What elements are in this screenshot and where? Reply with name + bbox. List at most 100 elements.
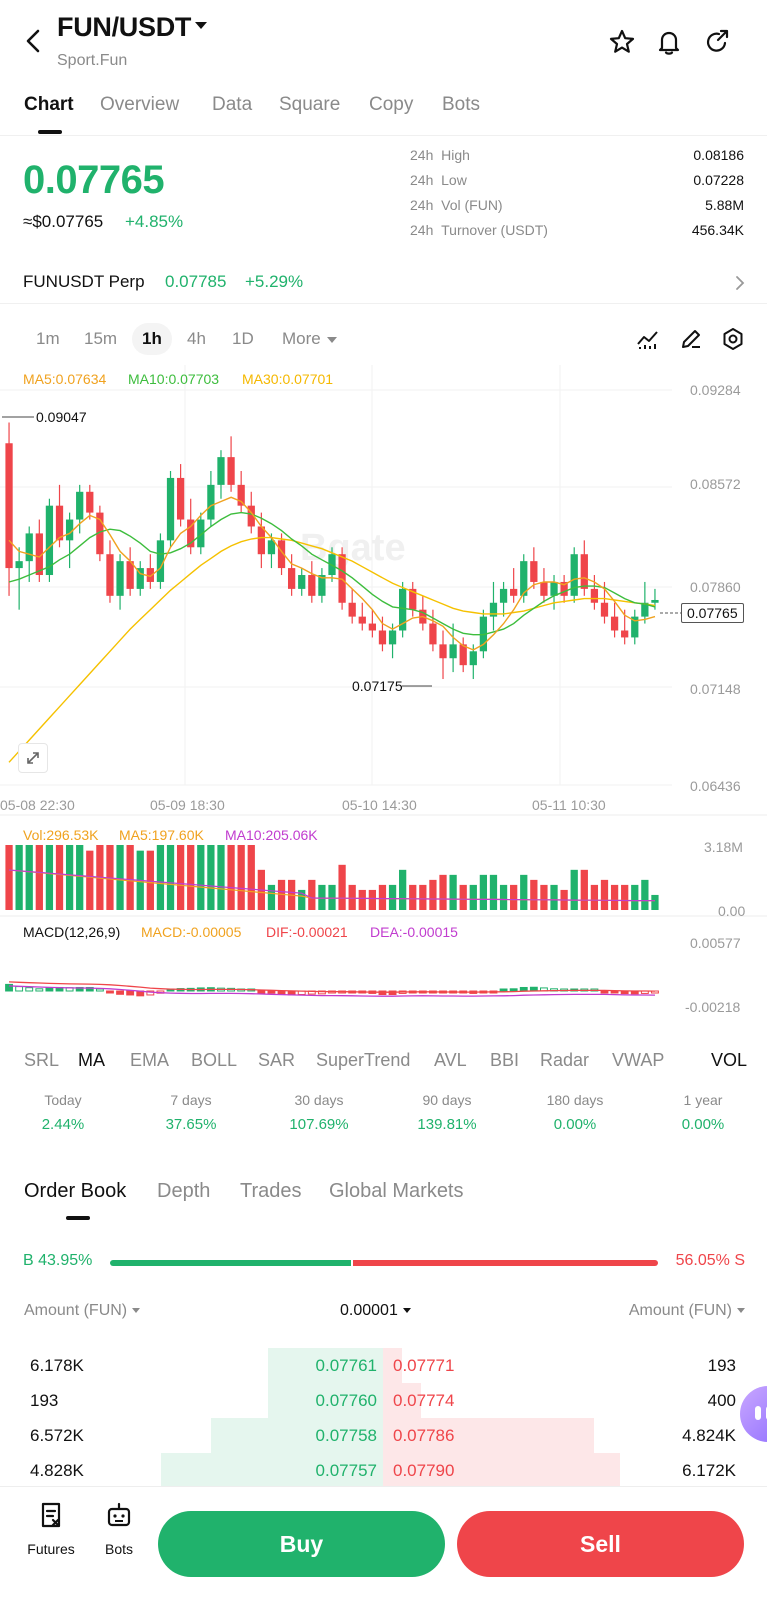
candle-body	[429, 623, 437, 645]
interval-more-label: More	[282, 329, 321, 348]
pair-subtitle: Sport.Fun	[57, 52, 128, 69]
ratio-bar	[110, 1260, 658, 1266]
indicator-srl[interactable]: SRL	[24, 1050, 60, 1070]
tab-data[interactable]: Data	[212, 94, 253, 115]
macd-bar	[277, 990, 286, 995]
volume-bar	[247, 845, 255, 910]
price-axis-label: 0.06436	[690, 778, 741, 794]
expand-chart-button[interactable]	[18, 743, 48, 773]
macd-bar	[95, 988, 104, 992]
tab-depth[interactable]: Depth	[157, 1180, 211, 1202]
pair-title[interactable]: FUN/USDT	[57, 12, 192, 42]
stat-volume: 24h Vol (FUN) 5.88M	[410, 197, 744, 213]
order-book-row[interactable]: 6.178K 0.07761 0.07771 193	[0, 1348, 767, 1384]
ask-amount-header[interactable]: Amount (FUN)	[629, 1302, 745, 1320]
futures-nav[interactable]: Futures	[21, 1501, 81, 1557]
indicator-supertrend[interactable]: SuperTrend	[316, 1050, 411, 1070]
interval-1d[interactable]: 1D	[232, 329, 254, 348]
indicator-ma[interactable]: MA	[78, 1050, 105, 1070]
candle-body	[378, 630, 387, 645]
volume-bar	[86, 850, 94, 910]
star-icon[interactable]	[608, 28, 636, 56]
candle-body	[600, 602, 609, 617]
volume-bar	[530, 879, 538, 910]
interval-1h[interactable]: 1h	[132, 323, 172, 355]
candle-body	[55, 505, 64, 541]
volume-bar	[227, 845, 235, 910]
indicator-boll[interactable]: BOLL	[191, 1050, 238, 1070]
tab-trades[interactable]: Trades	[240, 1180, 302, 1202]
bots-nav[interactable]: Bots	[89, 1501, 149, 1557]
tab-global-markets[interactable]: Global Markets	[329, 1180, 464, 1202]
bid-amount-header[interactable]: Amount (FUN)	[24, 1302, 141, 1320]
buy-button[interactable]: Buy	[158, 1511, 445, 1577]
precision-selector[interactable]: 0.00001	[340, 1302, 411, 1320]
indicator-tabs: SRL MA EMA BOLL SAR SuperTrend AVL BBI R…	[0, 1044, 767, 1080]
candle-body	[489, 602, 498, 617]
settings-icon[interactable]	[720, 326, 746, 352]
perf-7d: 7 days 37.65%	[165, 1092, 217, 1133]
sell-button[interactable]: Sell	[457, 1511, 744, 1577]
candle-body	[479, 616, 488, 652]
interval-bar: 1m 15m 1h 4h 1D More	[0, 316, 767, 360]
indicator-ema[interactable]: EMA	[130, 1050, 170, 1070]
candlestick-chart[interactable]: Bgate	[0, 365, 767, 1055]
volume-bar	[540, 884, 548, 910]
volume-bar	[358, 889, 366, 910]
candle-body	[298, 575, 306, 589]
order-book-row[interactable]: 193 0.07760 0.07774 400	[0, 1383, 767, 1419]
indicator-sar[interactable]: SAR	[258, 1050, 296, 1070]
indicator-vol[interactable]: VOL	[711, 1050, 748, 1070]
stat-value: 456.34K	[691, 222, 744, 238]
ma5-line	[8, 496, 656, 651]
active-tab-indicator	[38, 130, 62, 134]
indicator-avl[interactable]: AVL	[434, 1050, 467, 1070]
stat-label: Low	[441, 172, 467, 188]
indicator-bbi[interactable]: BBI	[490, 1050, 520, 1070]
draw-pen-icon[interactable]	[678, 326, 704, 352]
macd-bar	[267, 990, 276, 994]
order-book-row[interactable]: 6.572K 0.07758 0.07786 4.824K	[0, 1418, 767, 1454]
vol-legend: Vol:296.53K	[23, 827, 99, 843]
volume-bar	[338, 864, 346, 910]
ma10-line	[8, 511, 656, 636]
volume-bar	[479, 874, 488, 910]
interval-1m[interactable]: 1m	[36, 329, 60, 348]
header: FUN/USDT Sport.Fun	[0, 0, 767, 86]
candle-body	[76, 491, 84, 520]
volume-bar	[308, 879, 316, 910]
macd-bar	[257, 990, 266, 994]
dif-line	[8, 981, 656, 993]
stat-value: 5.88M	[705, 197, 744, 213]
tab-square[interactable]: Square	[279, 94, 341, 115]
candle-body	[166, 477, 175, 541]
chevron-right-icon	[736, 276, 745, 290]
pair-dropdown-caret-icon[interactable]	[195, 22, 207, 29]
interval-4h[interactable]: 4h	[187, 329, 206, 348]
candle-body	[631, 616, 639, 638]
last-price: 0.07765	[23, 158, 165, 202]
interval-15m[interactable]: 15m	[84, 329, 118, 348]
main-tabs: Chart Overview Data Square Copy Bots	[0, 90, 767, 136]
indicator-vwap[interactable]: VWAP	[612, 1050, 665, 1070]
bell-icon[interactable]	[655, 28, 683, 56]
tab-copy[interactable]: Copy	[369, 94, 414, 115]
ask-amount: 6.172K	[682, 1461, 736, 1480]
candle-body	[15, 561, 23, 569]
perp-link-row[interactable]: FUNUSDT Perp 0.07785 +5.29%	[0, 262, 767, 304]
bid-depth-bar	[268, 1348, 383, 1384]
order-book-row[interactable]: 4.828K 0.07757 0.07790 6.172K	[0, 1453, 767, 1489]
back-arrow-icon[interactable]	[20, 26, 48, 56]
indicator-icon[interactable]	[635, 326, 661, 352]
tab-bots[interactable]: Bots	[442, 94, 481, 115]
price-axis-label: 0.09284	[690, 382, 741, 398]
tab-overview[interactable]: Overview	[100, 94, 180, 115]
share-icon[interactable]	[703, 28, 731, 56]
indicator-radar[interactable]: Radar	[540, 1050, 590, 1070]
candle-body	[651, 599, 659, 603]
candle-body	[409, 588, 417, 610]
tab-order-book[interactable]: Order Book	[24, 1180, 127, 1202]
chart-area[interactable]: Bgate MA5:0.07634 MA10:0.07703 MA30:0.07…	[0, 365, 767, 1055]
tab-chart[interactable]: Chart	[24, 94, 74, 115]
interval-more[interactable]: More	[272, 323, 347, 355]
